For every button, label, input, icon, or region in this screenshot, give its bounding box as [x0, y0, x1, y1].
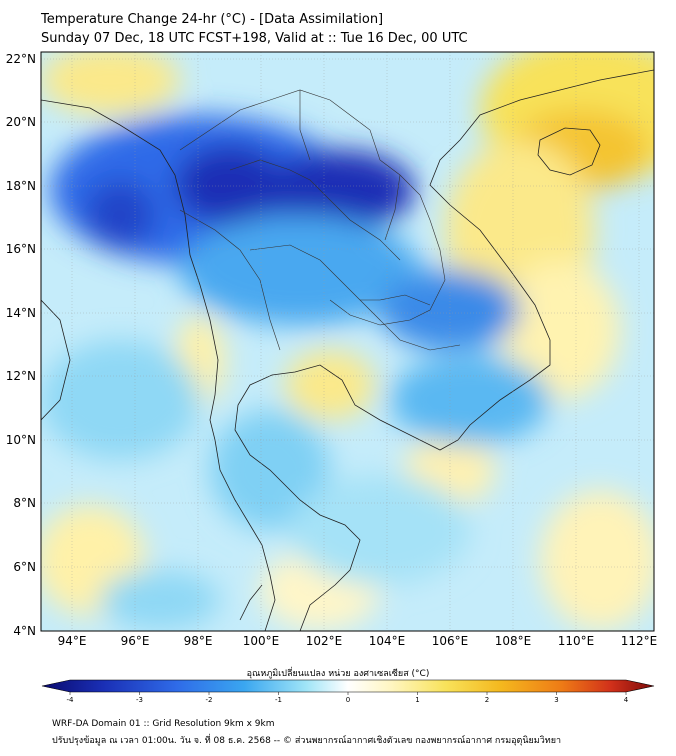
lon-label: 108°E	[495, 634, 532, 648]
latitude-axis: 22°N 20°N 18°N 16°N 14°N 12°N 10°N 8°N 6…	[6, 52, 36, 638]
graticule	[41, 52, 654, 631]
map-subtitle: Sunday 07 Dec, 18 UTC FCST+198, Valid at…	[41, 31, 468, 46]
lat-label: 16°N	[6, 242, 36, 256]
lon-label: 94°E	[58, 634, 87, 648]
lon-label: 110°E	[558, 634, 595, 648]
lat-label: 12°N	[6, 369, 36, 383]
colorbar-tick-label: 1	[415, 696, 419, 704]
colorbar-ramp	[41, 679, 655, 693]
coastlines	[41, 69, 654, 631]
lat-label: 10°N	[6, 433, 36, 447]
colorbar-title: อุณหภูมิเปลี่ยนแปลง หน่วย องศาเซลเซียส (…	[246, 669, 430, 679]
lat-label: 4°N	[13, 624, 36, 638]
lat-label: 8°N	[13, 496, 36, 510]
colorbar-tick-label: 3	[554, 696, 558, 704]
lat-label: 18°N	[6, 179, 36, 193]
colorbar: -4 -3 -2 -1 0 1 2 3 4	[41, 679, 655, 704]
colorbar-tick-label: -4	[67, 696, 75, 704]
lon-label: 100°E	[243, 634, 280, 648]
lat-label: 22°N	[6, 52, 36, 66]
colorbar-tick-label: -1	[275, 696, 282, 704]
lon-label: 104°E	[369, 634, 406, 648]
footer-model-info: WRF-DA Domain 01 :: Grid Resolution 9km …	[52, 719, 275, 729]
map-title: Temperature Change 24-hr (°C) - [Data As…	[41, 12, 384, 27]
colorbar-tick-label: -2	[206, 696, 213, 704]
country-borders	[179, 89, 461, 351]
lat-label: 6°N	[13, 560, 36, 574]
temperature-field	[41, 52, 654, 631]
footer-credit: ปรับปรุงข้อมูล ณ เวลา 01:00น. วัน จ. ที่…	[52, 736, 562, 746]
longitude-axis: 94°E 96°E 98°E 100°E 102°E 104°E 106°E 1…	[58, 634, 658, 648]
lat-label: 14°N	[6, 306, 36, 320]
lat-label: 20°N	[6, 115, 36, 129]
colorbar-tick-label: -3	[136, 696, 143, 704]
colorbar-tick-label: 0	[346, 696, 350, 704]
lon-label: 96°E	[121, 634, 150, 648]
lon-label: 112°E	[621, 634, 658, 648]
lon-label: 102°E	[306, 634, 343, 648]
lon-label: 106°E	[432, 634, 469, 648]
colorbar-ticks	[69, 692, 627, 695]
colorbar-tick-label: 2	[485, 696, 489, 704]
lon-label: 98°E	[184, 634, 213, 648]
map-frame	[40, 51, 655, 632]
colorbar-tick-label: 4	[624, 696, 629, 704]
